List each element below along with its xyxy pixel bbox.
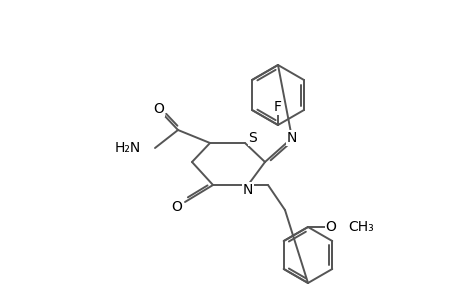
Text: S: S [248,131,257,145]
Text: O: O [325,220,336,234]
Text: O: O [153,102,164,116]
Text: CH₃: CH₃ [347,220,373,234]
Text: H₂N: H₂N [114,141,141,155]
Text: F: F [274,100,281,114]
Text: N: N [286,131,297,145]
Text: O: O [171,200,182,214]
Text: N: N [242,183,252,197]
